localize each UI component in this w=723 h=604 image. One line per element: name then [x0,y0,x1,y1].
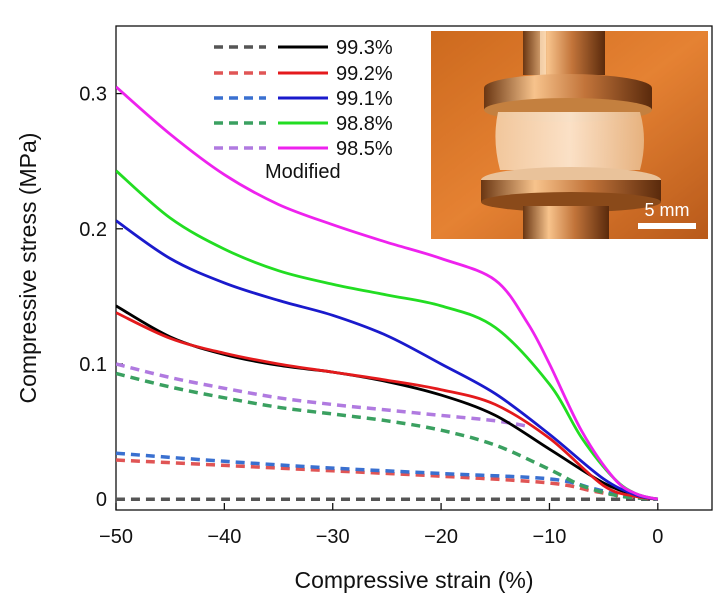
series-line-98-8-modified [116,371,658,501]
y-tick-label: 0.2 [79,219,107,241]
series-line-98-5- [116,85,659,501]
x-tick-label: −50 [99,526,133,548]
scale-bar-label: 5 mm [645,200,690,220]
upper-rod [523,31,605,75]
x-tick-label: −30 [316,526,350,548]
legend-label: 99.3% [336,37,393,59]
series-line-99-2- [116,311,658,501]
y-tick-label: 0.3 [79,84,107,106]
x-tick-label: 0 [652,526,663,548]
inset-photo: 5 mm [431,31,708,239]
legend-modified-label: Modified [265,161,341,183]
y-tick-labels: 0 0.1 0.2 0.3 [79,84,107,512]
x-tick-label: −20 [424,526,458,548]
y-tick-label: 0.1 [79,354,107,376]
y-axis-title: Compressive stress (MPa) [15,133,41,404]
sample-specimen [495,112,644,170]
series-line-99-1-modified [116,451,658,501]
x-tick-labels: −50 −40 −30 −20 −10 0 [99,526,663,548]
series-line-99-1- [116,219,659,501]
lower-rod [523,206,609,239]
x-axis-title: Compressive strain (%) [295,567,534,593]
scale-bar [638,223,696,229]
x-tick-label: −40 [207,526,241,548]
legend-label: 99.1% [336,88,393,110]
y-tick-label: 0 [96,489,107,511]
legend-label: 98.8% [336,113,393,135]
legend: 99.3% 99.2% 99.1% 98.8% 98.5% Modified [214,37,393,183]
legend-label: 98.5% [336,138,393,160]
series-layer [116,85,659,501]
x-tick-label: −10 [532,526,566,548]
plot-frame [115,25,713,511]
legend-label: 99.2% [336,63,393,85]
